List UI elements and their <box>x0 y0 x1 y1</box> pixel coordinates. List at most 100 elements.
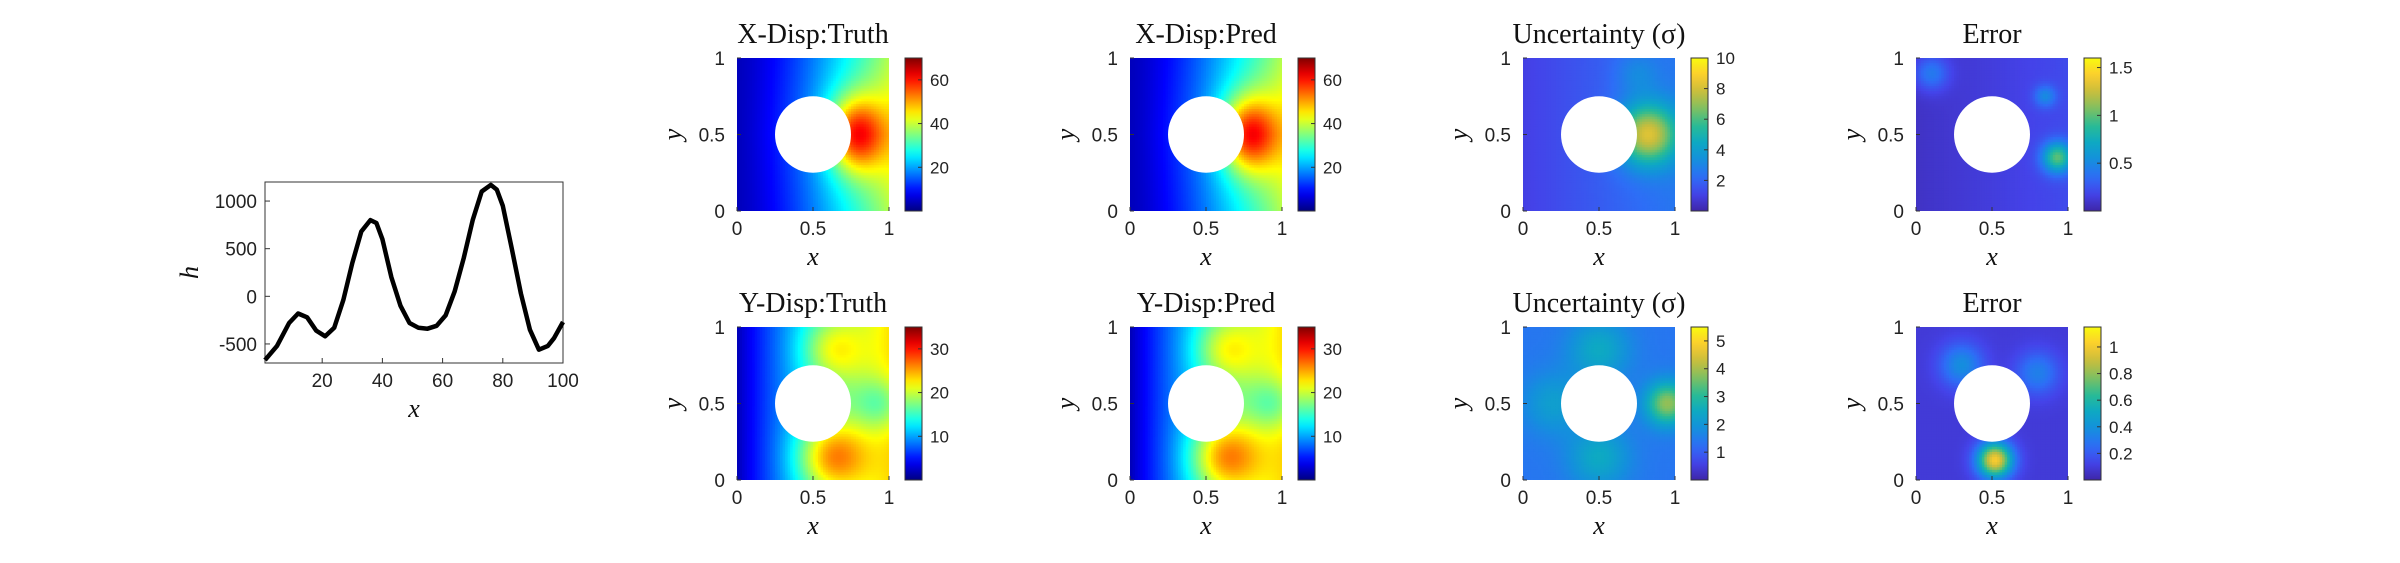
heatmap-cell <box>1180 203 1184 207</box>
heatmap-cell <box>737 83 741 87</box>
heatmap-cell <box>843 205 847 210</box>
heatmap-cell <box>1150 203 1154 207</box>
heatmap-cell <box>1178 101 1182 105</box>
heatmap-cell <box>752 114 756 118</box>
heatmap-cell <box>1165 111 1169 115</box>
heatmap-cell <box>861 124 865 128</box>
heatmap-cell <box>754 170 758 174</box>
heatmap-cell <box>790 78 794 82</box>
heatmap-cell <box>754 131 758 136</box>
heatmap-cell <box>835 205 839 210</box>
heatmap-cell <box>1162 65 1167 69</box>
heatmap-cell <box>744 154 748 159</box>
heatmap-cell <box>861 157 865 161</box>
heatmap-cell <box>876 78 880 82</box>
heatmap-cell <box>762 131 766 136</box>
heatmap-cell <box>856 60 860 64</box>
heatmap-cell <box>861 68 865 72</box>
heatmap-cell <box>1135 160 1139 164</box>
heatmap-cell <box>749 177 753 181</box>
heatmap-cell <box>785 101 789 105</box>
heatmap-cell <box>792 193 796 197</box>
heatmap-cell <box>866 116 870 120</box>
heatmap-cell <box>825 68 829 72</box>
heatmap-cell <box>856 193 860 197</box>
heatmap-cell <box>749 103 753 108</box>
heatmap-cell <box>744 88 748 92</box>
heatmap-cell <box>1132 96 1136 100</box>
heatmap-cell <box>876 172 880 176</box>
heatmap-cell <box>762 134 766 138</box>
heatmap-cell <box>863 109 867 113</box>
heatmap-cell <box>1173 78 1177 82</box>
heatmap-cell <box>802 78 806 82</box>
heatmap-cell <box>1150 190 1154 194</box>
heatmap-cell <box>828 172 832 176</box>
heatmap-cell <box>1147 65 1151 69</box>
heatmap-cell <box>840 193 844 197</box>
heatmap-cell <box>1152 170 1156 174</box>
heatmap-cell <box>759 101 763 105</box>
heatmap-cell <box>782 80 786 85</box>
heatmap-cell <box>1180 73 1184 77</box>
heatmap-cell <box>878 109 882 113</box>
heatmap-cell <box>825 65 829 69</box>
heatmap-cell <box>807 205 812 210</box>
heatmap-cell <box>1180 93 1184 97</box>
heatmap-cell <box>886 131 889 136</box>
heatmap-cell <box>1155 190 1159 194</box>
heatmap-cell <box>1160 198 1164 202</box>
heatmap-cell <box>752 78 756 82</box>
heatmap-cell <box>818 185 822 189</box>
heatmap-cell <box>790 83 794 87</box>
heatmap-cell <box>851 119 855 123</box>
heatmap-cell <box>858 78 862 82</box>
heatmap-cell <box>767 106 771 110</box>
heatmap-cell <box>813 172 817 176</box>
heatmap-cell <box>1180 80 1184 85</box>
heatmap-cell <box>878 193 882 197</box>
heatmap-cell <box>807 203 812 207</box>
heatmap-cell <box>868 152 872 156</box>
heatmap-cell <box>754 109 758 113</box>
heatmap-cell <box>787 190 791 194</box>
heatmap-cell <box>1152 200 1156 204</box>
heatmap-cell <box>767 63 771 67</box>
heatmap-cell <box>1157 93 1161 97</box>
heatmap-cell <box>883 188 888 192</box>
heatmap-cell <box>754 195 758 199</box>
heatmap-cell <box>1130 134 1134 138</box>
heatmap-cell <box>1137 114 1141 118</box>
heatmap-cell <box>767 93 771 97</box>
heatmap-cell <box>747 78 751 82</box>
heatmap-cell <box>1130 170 1134 174</box>
heatmap-cell <box>775 91 779 95</box>
heatmap-cell <box>851 190 855 194</box>
heatmap-cell <box>1152 88 1156 92</box>
heatmap-cell <box>777 63 781 67</box>
heatmap-cell <box>747 139 751 143</box>
heatmap-cell <box>792 177 796 181</box>
heatmap-cell <box>739 203 743 207</box>
heatmap-cell <box>1150 188 1154 192</box>
heatmap-cell <box>858 98 862 102</box>
heatmap-cell <box>1130 98 1134 102</box>
heatmap-cell <box>749 172 753 176</box>
heatmap-cell <box>1135 152 1139 156</box>
heatmap-cell <box>747 142 751 146</box>
heatmap-cell <box>757 96 761 100</box>
heatmap-cell <box>807 190 812 194</box>
heatmap-cell <box>843 103 847 108</box>
heatmap-cell <box>1135 103 1139 108</box>
heatmap-cell <box>853 149 857 153</box>
heatmap-cell <box>1160 121 1164 125</box>
heatmap-cell <box>767 124 771 128</box>
heatmap-cell <box>807 68 812 72</box>
heatmap-cell <box>1132 205 1136 210</box>
heatmap-cell <box>1145 131 1149 136</box>
heatmap-cell <box>1140 93 1144 97</box>
heatmap-cell <box>1137 198 1141 202</box>
heatmap-cell <box>807 70 812 74</box>
heatmap-cell <box>845 190 850 194</box>
heatmap-cell <box>737 144 741 148</box>
